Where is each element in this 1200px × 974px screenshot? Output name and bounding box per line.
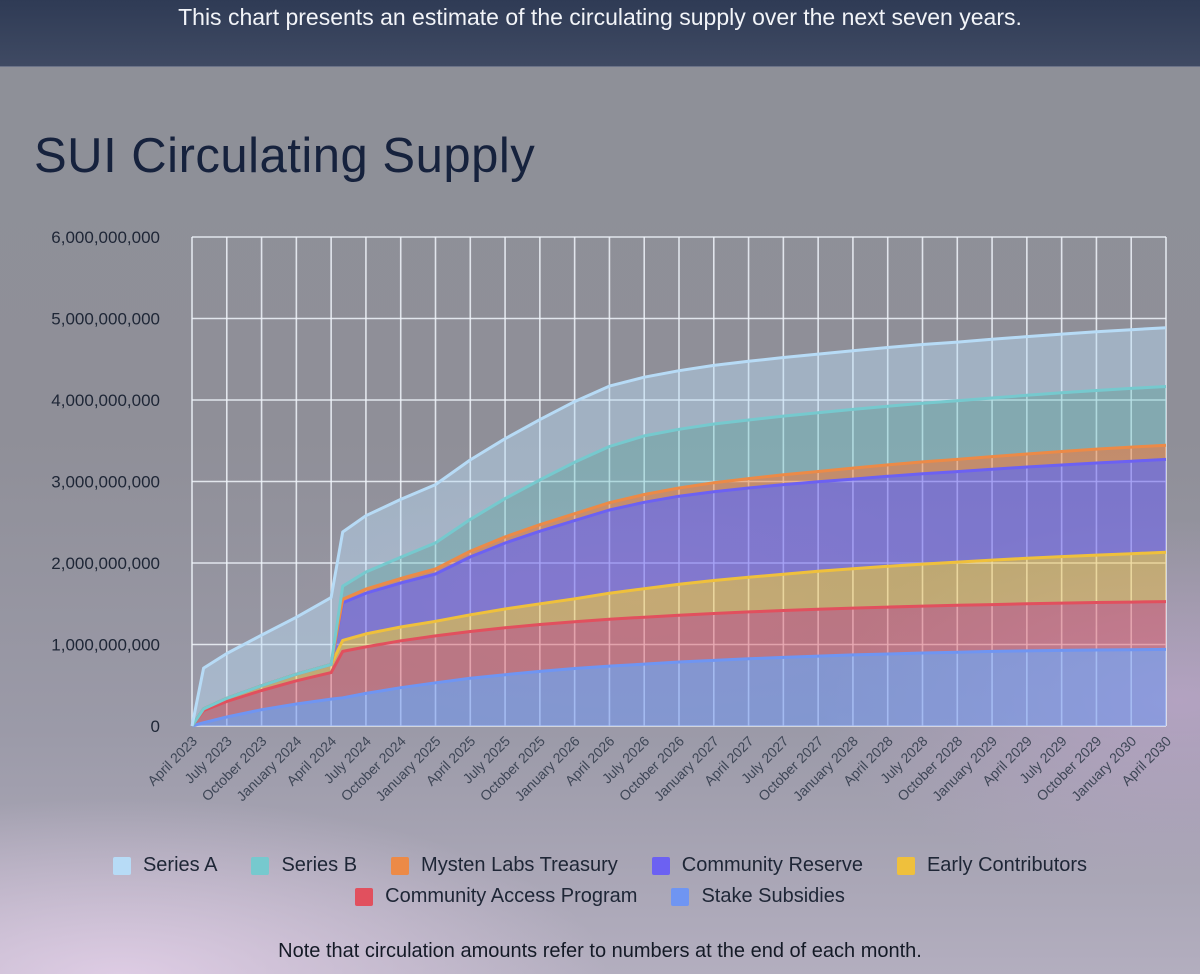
legend-label: Mysten Labs Treasury <box>421 854 618 876</box>
line-community-access-program <box>190 600 1167 727</box>
area-community-access-program <box>192 601 1166 726</box>
series-lines <box>190 326 1167 728</box>
legend-label: Community Reserve <box>681 854 863 876</box>
y-tick-label: 6,000,000,000 <box>51 228 160 247</box>
legend-row-2: Community Access Program Stake Subsidies <box>0 885 1200 908</box>
legend-item-early-contributors: Early Contributors <box>896 854 1088 877</box>
line-series-b <box>190 385 1167 727</box>
legend-item-community-access-program: Community Access Program <box>355 885 637 908</box>
legend-swatch <box>671 887 690 906</box>
legend-label: Series B <box>281 854 358 876</box>
y-tick-label: 4,000,000,000 <box>51 391 160 410</box>
area-series-a <box>192 327 1166 726</box>
area-early-contributors <box>192 552 1166 726</box>
area-series-b <box>192 386 1166 726</box>
line-series-a <box>190 326 1167 727</box>
area-community-reserve <box>192 459 1166 726</box>
chart-title: SUI Circulating Supply <box>34 129 536 183</box>
legend-swatch <box>896 856 915 875</box>
legend-item-stake-subsidies: Stake Subsidies <box>671 885 845 908</box>
y-tick-label: 0 <box>151 717 160 736</box>
legend-item-community-reserve: Community Reserve <box>651 854 863 877</box>
legend-label: Stake Subsidies <box>701 885 845 907</box>
y-axis-ticks: 0 1,000,000,000 2,000,000,000 3,000,000,000… <box>51 228 160 736</box>
legend-swatch <box>391 856 410 875</box>
legend-swatch <box>112 856 131 875</box>
y-tick-label: 1,000,000,000 <box>51 636 160 655</box>
banner-text: This chart presents an estimate of the c… <box>178 4 1022 30</box>
legend-swatch <box>355 887 374 906</box>
legend-label: Community Access Program <box>385 885 638 907</box>
legend-swatch <box>651 856 670 875</box>
y-tick-label: 3,000,000,000 <box>51 473 160 492</box>
legend-label: Early Contributors <box>926 854 1088 876</box>
legend-row-1: Series A Series B Mysten Labs Treasury Comm… <box>0 854 1200 877</box>
area-stake-subsidies <box>192 649 1166 726</box>
stacked-areas <box>192 327 1166 726</box>
legend-swatch <box>251 856 270 875</box>
legend-label: Series A <box>142 854 218 876</box>
legend-item-series-b: Series B <box>251 854 357 877</box>
y-tick-label: 5,000,000,000 <box>51 310 160 329</box>
line-stake-subsidies <box>191 647 1167 728</box>
legend-item-mysten-labs-treasury: Mysten Labs Treasury <box>391 854 618 877</box>
legend-item-series-a: Series A <box>112 854 218 877</box>
y-tick-label: 2,000,000,000 <box>51 554 160 573</box>
top-banner: This chart presents an estimate of the c… <box>0 0 1200 67</box>
footnote: Note that circulation amounts refer to n… <box>278 940 922 962</box>
